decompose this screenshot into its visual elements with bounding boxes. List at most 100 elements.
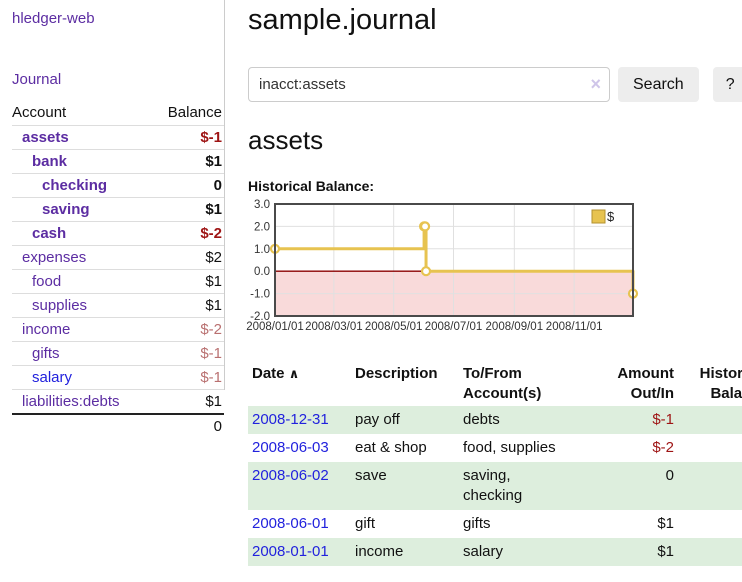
accounts-table: Account Balance assets $-1 bank $1 checking 0… [12, 100, 224, 438]
col-description-label: Description [355, 365, 438, 382]
x-tick-label: 2008/07/01 [425, 321, 483, 333]
transaction-description: pay off [355, 411, 400, 428]
y-tick-label: -2.0 [250, 311, 270, 323]
data-point-marker[interactable] [419, 221, 431, 232]
account-link[interactable]: salary [32, 369, 73, 386]
x-tick-label: 2008/05/01 [365, 321, 423, 333]
col-amount-label-line2: Out/In [630, 385, 674, 402]
account-row: checking 0 [12, 173, 224, 198]
help-button[interactable]: ? [712, 67, 742, 102]
account-link[interactable]: cash [32, 225, 67, 242]
account-balance: $1 [151, 269, 224, 294]
accounts-total-row: 0 [12, 413, 224, 438]
chart-legend-label: $ [607, 209, 615, 224]
account-balance: $-1 [151, 125, 224, 150]
col-balance-label-line2: Balance [710, 385, 742, 402]
y-tick-label: -1.0 [250, 289, 270, 301]
x-tick-label: 2008/01/01 [246, 321, 304, 333]
y-tick-label: 2.0 [254, 221, 270, 233]
col-accounts-label-line2: Account(s) [463, 385, 542, 402]
account-balance: $-2 [151, 317, 224, 342]
transaction-description: eat & shop [355, 439, 427, 456]
account-row: liabilities:debts $1 [12, 389, 224, 415]
x-tick-label: 2008/11/01 [546, 321, 603, 333]
legend-swatch [591, 209, 606, 224]
account-link[interactable]: supplies [32, 297, 88, 314]
search-input[interactable] [248, 67, 610, 102]
col-header-accounts: To/From Account(s) [459, 362, 571, 406]
sidebar: hledger-web Journal Account Balance asse… [12, 10, 224, 438]
transaction-description: save [355, 467, 387, 484]
sort-asc-icon: ∧ [288, 366, 300, 381]
account-balance: $1 [151, 293, 224, 318]
transaction-description: gift [355, 515, 376, 532]
transaction-accounts: debts [463, 411, 500, 428]
account-link[interactable]: saving [42, 201, 90, 218]
transaction-date-link[interactable]: 2008-06-03 [252, 439, 329, 456]
account-link[interactable]: assets [22, 129, 69, 146]
transaction-row: 2008-06-01 gift gifts $1$2 [248, 510, 742, 538]
account-row: saving $1 [12, 197, 224, 222]
transaction-amount: $1 [657, 515, 674, 532]
transaction-row: 2008-12-31 pay off debts $-1$-1 [248, 406, 742, 434]
col-accounts-label-line1: To/From [463, 365, 522, 382]
x-tick-label: 2008/09/01 [486, 321, 544, 333]
transaction-date-link[interactable]: 2008-06-01 [252, 515, 329, 532]
account-row: salary $-1 [12, 365, 224, 390]
transaction-balance: $2 [678, 462, 742, 510]
account-row: cash $-2 [12, 221, 224, 246]
clear-search-icon[interactable]: × [590, 74, 601, 94]
account-balance: $-1 [151, 365, 224, 390]
x-tick-label: 2008/03/01 [305, 321, 363, 333]
account-link[interactable]: checking [42, 177, 108, 194]
account-link[interactable]: gifts [32, 345, 60, 362]
col-header-date[interactable]: Date ∧ [248, 362, 351, 406]
transaction-balance: $1 [678, 538, 742, 566]
transaction-row: 2008-06-03 eat & shop food, supplies $-20 [248, 434, 742, 462]
transaction-amount: $-2 [652, 439, 674, 456]
account-balance: $1 [151, 149, 224, 174]
transaction-balance: 0 [678, 434, 742, 462]
col-date-label: Date [252, 365, 285, 382]
transaction-row: 2008-06-02 save saving, checking 0$2 [248, 462, 742, 510]
page-title: sample.journal [248, 4, 437, 36]
sidebar-item-journal[interactable]: Journal [12, 71, 62, 88]
y-tick-label: 0.0 [254, 266, 270, 278]
sidebar-divider [224, 0, 225, 390]
account-row: expenses $2 [12, 245, 224, 270]
accounts-header-account: Account [12, 100, 152, 126]
account-row: food $1 [12, 269, 224, 294]
y-tick-label: 3.0 [254, 199, 270, 211]
account-link[interactable]: liabilities:debts [22, 393, 120, 410]
transaction-date-link[interactable]: 2008-06-02 [252, 467, 329, 484]
transaction-amount: $1 [657, 543, 674, 560]
transaction-amount: $-1 [652, 411, 674, 428]
transaction-accounts: gifts [463, 515, 491, 532]
transaction-accounts: saving, checking [463, 467, 523, 504]
col-header-description: Description [351, 362, 459, 406]
transaction-date-link[interactable]: 2008-01-01 [252, 543, 329, 560]
account-balance: 0 [151, 173, 224, 198]
chart-border [274, 203, 634, 317]
transaction-description: income [355, 543, 404, 560]
transaction-date-link[interactable]: 2008-12-31 [252, 411, 329, 428]
account-row: income $-2 [12, 317, 224, 342]
account-balance: $1 [151, 197, 224, 222]
account-link[interactable]: food [32, 273, 62, 290]
transaction-accounts: salary [463, 543, 504, 560]
data-point-marker[interactable] [420, 266, 432, 277]
search-form: × Search ? [248, 67, 742, 102]
account-balance: $-2 [151, 221, 224, 246]
transaction-accounts: food, supplies [463, 439, 556, 456]
brand-link[interactable]: hledger-web [12, 10, 95, 27]
account-link[interactable]: income [22, 321, 71, 338]
account-link[interactable]: expenses [22, 249, 87, 266]
search-button[interactable]: Search [618, 67, 699, 102]
account-balance: $1 [151, 389, 224, 415]
account-link[interactable]: bank [32, 153, 68, 170]
account-balance: $2 [151, 245, 224, 270]
accounts-header-row: Account Balance [12, 100, 224, 126]
main-content: sample.journal × Search ? assets Histori… [246, 0, 742, 566]
account-row: supplies $1 [12, 293, 224, 318]
